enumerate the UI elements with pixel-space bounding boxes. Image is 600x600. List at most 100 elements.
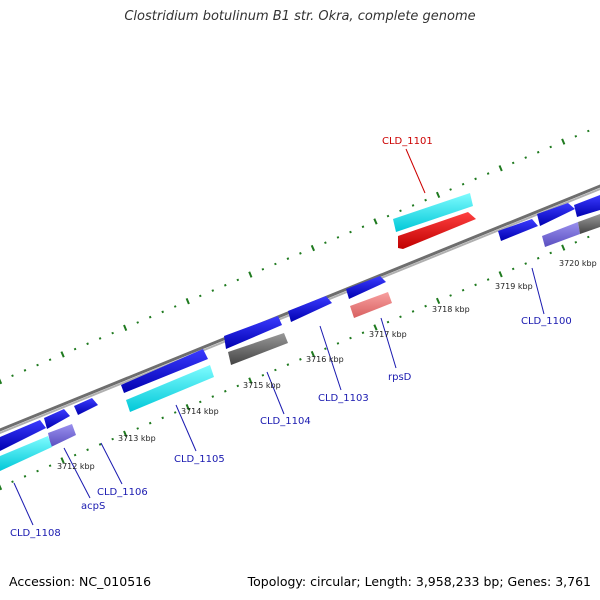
ruler-tick: [498, 165, 503, 172]
ruler-tick: [586, 129, 590, 133]
ruler-tick: [123, 324, 128, 331]
ruler-tick: [60, 457, 65, 464]
ruler-label-3712: 3712 kbp: [57, 462, 95, 471]
ruler-tick: [211, 289, 215, 292]
ruler-tick: [399, 209, 402, 213]
ruler-tick: [474, 283, 477, 287]
ruler-tick: [399, 315, 402, 319]
ruler-tick: [86, 342, 89, 346]
ruler-tick: [524, 156, 528, 159]
gene-blue-8[interactable]: [0, 420, 46, 451]
ruler-tick: [48, 464, 52, 468]
ruler-tick: [574, 240, 578, 244]
ruler-tick: [373, 324, 378, 331]
gene-label-cld1103[interactable]: CLD_1103: [318, 393, 369, 404]
gene-cld1100[interactable]: [542, 222, 580, 247]
gene-label-cld1108[interactable]: CLD_1108: [10, 528, 61, 539]
gene-label-cld1104[interactable]: CLD_1104: [260, 416, 311, 427]
ruler-tick: [73, 453, 77, 457]
ruler-tick: [36, 469, 39, 473]
ruler-label-3719: 3719 kbp: [495, 282, 533, 291]
ruler-tick: [310, 350, 316, 358]
gene-label-acps[interactable]: acpS: [81, 501, 105, 512]
gene-blue-2[interactable]: [537, 203, 575, 226]
ruler-tick: [498, 271, 503, 278]
feature-set: [0, 193, 600, 471]
ruler-tick: [386, 320, 390, 324]
ruler-tick: [486, 172, 490, 175]
ruler-tick: [449, 188, 452, 191]
ruler-label-3715: 3715 kbp: [243, 381, 281, 390]
ruler-label-3713: 3713 kbp: [118, 434, 156, 443]
ruler-tick: [98, 443, 102, 446]
ruler-tick: [461, 182, 465, 186]
ruler-tick: [111, 437, 114, 441]
ruler-tick: [536, 150, 540, 154]
ruler-tick: [23, 475, 27, 478]
ruler-label-3714: 3714 kbp: [181, 407, 219, 416]
gene-blue-5[interactable]: [288, 296, 332, 322]
ruler-tick: [461, 288, 465, 292]
gene-blue-7[interactable]: [44, 409, 70, 429]
ruler-tick: [449, 294, 452, 297]
label-leaders: [13, 148, 545, 526]
gene-cld1101[interactable]: [398, 212, 476, 249]
gene-label-rpsd[interactable]: rpsD: [388, 372, 412, 383]
ruler-tick: [435, 297, 441, 304]
ruler-tick: [111, 331, 114, 335]
ruler-tick: [211, 395, 215, 398]
gene-gray-1[interactable]: [578, 214, 600, 234]
ruler-tick: [48, 358, 52, 362]
gene-label-cld1101[interactable]: CLD_1101: [382, 136, 433, 147]
ruler-tick: [73, 347, 77, 351]
ruler-tick: [386, 214, 390, 218]
ruler-tick: [123, 430, 128, 437]
ruler-tick: [98, 337, 102, 340]
ruler-tick: [474, 177, 477, 181]
ruler-label-3718: 3718 kbp: [432, 305, 470, 314]
gene-cld1105-rna[interactable]: [126, 365, 214, 412]
ruler-tick: [136, 427, 140, 430]
ruler-tick: [561, 138, 566, 145]
ruler-tick: [223, 389, 227, 393]
ruler-tick: [411, 204, 415, 207]
ruler-tick: [86, 448, 89, 452]
gene-cld1104[interactable]: [228, 333, 288, 365]
ruler-tick: [0, 484, 3, 491]
gene-blue-1[interactable]: [498, 219, 538, 241]
ruler-tick: [336, 342, 340, 345]
ruler-tick: [424, 304, 427, 308]
ruler-tick: [0, 378, 3, 385]
ruler-tick: [511, 267, 515, 271]
genome-stats-text: Topology: circular; Length: 3,958,233 bp…: [247, 574, 591, 589]
ruler-tick: [161, 310, 165, 314]
ruler-tick: [586, 235, 590, 239]
ruler-tick: [435, 191, 441, 198]
gene-label-cld1106[interactable]: CLD_1106: [97, 487, 148, 498]
ruler-tick: [11, 480, 14, 484]
gene-label-cld1105[interactable]: CLD_1105: [174, 454, 225, 465]
gene-cld1108[interactable]: [0, 436, 52, 471]
gene-cld1106[interactable]: [74, 398, 98, 415]
ruler-tick: [486, 278, 490, 281]
gene-cld1105-cds[interactable]: [121, 349, 208, 393]
gene-acps[interactable]: [48, 424, 76, 447]
ruler-tick: [574, 134, 578, 138]
gene-label-cld1100[interactable]: CLD_1100: [521, 316, 572, 327]
ruler-tick: [173, 411, 177, 414]
ruler-tick: [299, 252, 302, 255]
ruler-tick: [561, 244, 566, 251]
gene-rpsd[interactable]: [350, 292, 392, 318]
gene-blue-3[interactable]: [574, 195, 600, 217]
ruler-tick: [349, 230, 352, 234]
gene-cld1101-rna[interactable]: [393, 193, 473, 232]
ruler-tick: [198, 400, 202, 404]
ruler-tick: [223, 283, 227, 287]
map-title: Clostridium botulinum B1 str. Okra, comp…: [124, 9, 476, 24]
gene-blue-6[interactable]: [224, 316, 282, 349]
gene-blue-4[interactable]: [346, 276, 386, 299]
ruler-tick: [11, 374, 14, 378]
ruler-tick: [23, 369, 27, 372]
ruler-tick: [349, 336, 352, 340]
